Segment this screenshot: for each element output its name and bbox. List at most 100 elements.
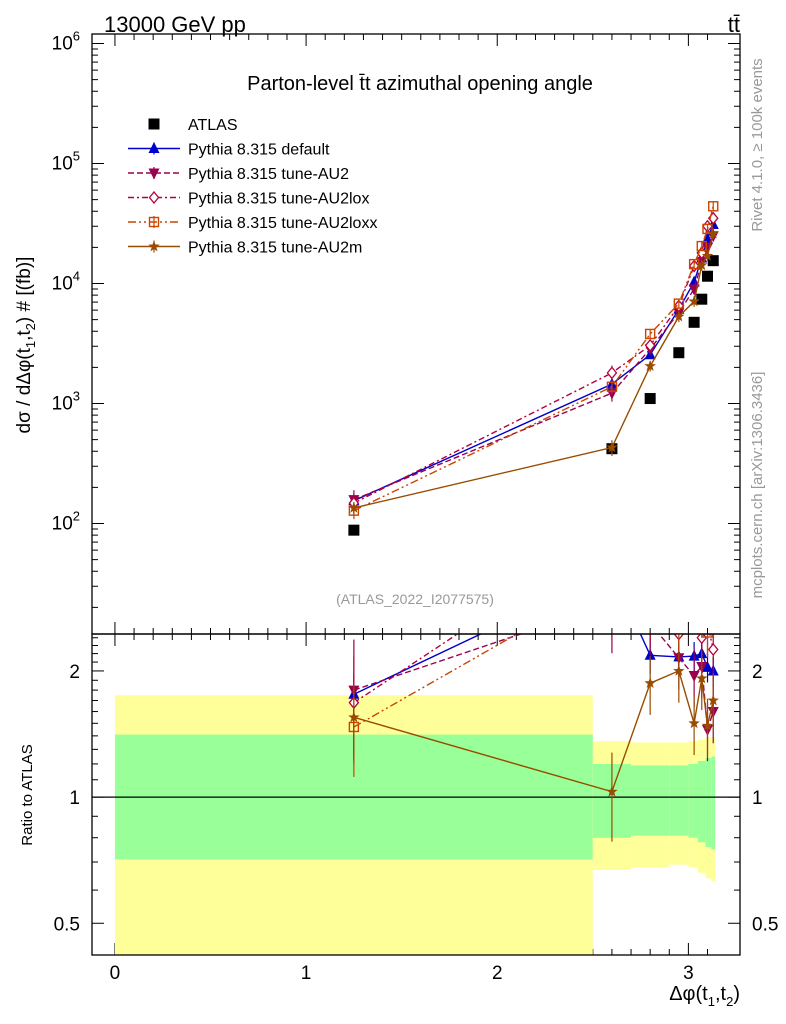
ratio-y-tick-label-right: 2	[752, 662, 763, 683]
mcplots-label: mcplots.cern.ch [arXiv:1306.3436]	[749, 372, 766, 599]
ratio-point-AU2lox	[607, 526, 616, 537]
ratio-point-AU2loxx	[702, 634, 713, 638]
ratio-series	[348, 526, 719, 842]
legend-marker-AU2	[148, 168, 160, 180]
legend-label-AU2m: Pythia 8.315 tune-AU2m	[188, 240, 362, 257]
x-tick-label: 1	[301, 963, 312, 984]
x-tick-label: 3	[683, 963, 694, 984]
point-AU2m	[348, 501, 360, 513]
legend-label-AU2: Pythia 8.315 tune-AU2	[188, 166, 349, 183]
point-AU2m	[688, 295, 700, 307]
ratio-point-AU2loxx	[690, 590, 699, 599]
point-AU2m	[696, 259, 708, 271]
point-ATLAS	[688, 316, 700, 328]
point-AU2lox	[606, 366, 618, 380]
line-AU2m	[353, 233, 714, 509]
x-tick-label: 0	[110, 963, 121, 984]
rivet-version-label: Rivet 4.1.0, ≥ 100k events	[749, 58, 766, 231]
y-tick-label: 104	[52, 269, 80, 295]
ratio-point-AU2loxx	[674, 622, 683, 631]
point-ATLAS	[702, 270, 714, 282]
point-AU2loxx	[702, 223, 713, 235]
legend-label-ATLAS: ATLAS	[188, 117, 238, 134]
ratio-point-AU2loxx	[697, 608, 706, 617]
inner-band-segment	[631, 765, 670, 836]
legend-marker-ATLAS	[148, 118, 160, 130]
ratio-point-AU2lox	[707, 642, 719, 657]
point-AU2loxx	[606, 381, 618, 392]
inner-band-segment	[711, 756, 716, 850]
point-ATLAS	[348, 524, 360, 536]
ratio-point-AU2lox	[690, 595, 699, 606]
ratio-line-AU2m	[353, 669, 714, 793]
axes: 0 1 2 3 102 103 104 105 106 0.5 0.5 1 1 2 2	[52, 29, 779, 984]
ratio-y-axis-label: Ratio to ATLAS	[19, 744, 36, 845]
uncertainty-bands	[114, 695, 716, 955]
point-default	[688, 275, 700, 287]
ratio-point-AU2m	[707, 694, 719, 706]
legend-marker-AU2lox	[148, 190, 160, 205]
line-AU2loxx	[353, 206, 714, 512]
point-ATLAS	[696, 293, 708, 305]
line-default	[353, 224, 714, 502]
point-ATLAS	[707, 255, 719, 267]
ratio-line-AU2lox	[353, 634, 714, 704]
point-AU2loxx	[673, 298, 685, 309]
point-AU2loxx	[696, 240, 707, 252]
ratio-point-AU2loxx	[646, 567, 655, 576]
ratio-point-AU2m	[606, 785, 618, 797]
point-AU2m	[606, 441, 618, 453]
point-AU2lox	[644, 338, 656, 352]
ratio-point-AU2loxx	[709, 602, 718, 611]
point-AU2m	[701, 249, 714, 261]
main-series	[348, 201, 719, 536]
point-AU2loxx	[644, 328, 656, 340]
point-AU2m	[644, 360, 656, 371]
ratio-point-AU2m	[673, 664, 685, 676]
energy-label: 13000 GeV pp	[104, 12, 246, 37]
ratio-point-default	[606, 565, 617, 576]
legend-marker-AU2loxx	[148, 216, 160, 228]
ratio-y-tick-label-right: 0.5	[752, 914, 778, 935]
ratio-y-tick-label-right: 1	[752, 788, 763, 809]
ratio-point-AU2m	[688, 717, 700, 729]
y-tick-label: 106	[52, 29, 80, 55]
ratio-line-AU2	[353, 634, 714, 730]
ratio-point-default	[702, 660, 714, 672]
chart-title: Parton-level t̄t azimuthal opening angle	[247, 73, 593, 95]
ratio-point-AU2lox	[646, 604, 655, 615]
legend-label-default: Pythia 8.315 default	[188, 142, 330, 159]
x-tick-label: 2	[492, 963, 503, 984]
inner-band-segment	[697, 760, 706, 843]
y-tick-label: 102	[52, 509, 80, 535]
main-plot-panel: 0 1 2 3 102 103 104 105 106 0.5 0.5 1 1 2 2	[52, 29, 779, 984]
ratio-y-tick-label: 1	[69, 788, 80, 809]
legend: ATLAS Pythia 8.315 default Pythia 8.315 tu…	[128, 117, 377, 257]
inner-band-segment	[688, 763, 698, 838]
line-AU2	[353, 235, 714, 501]
point-ATLAS	[673, 347, 685, 359]
ratio-point-AU2m	[701, 719, 714, 731]
x-axis-label: Δφ(t1,t2)	[669, 983, 740, 1009]
legend-marker-AU2m	[148, 240, 160, 252]
line-AU2lox	[353, 217, 714, 504]
ratio-y-tick-label: 2	[69, 662, 80, 683]
legend-label-AU2lox: Pythia 8.315 tune-AU2lox	[188, 191, 369, 208]
legend-marker-default	[148, 142, 160, 153]
process-label: tt̄	[728, 12, 740, 37]
ratio-point-AU2loxx	[607, 575, 616, 584]
ratio-frame	[91, 633, 741, 956]
ratio-point-AU2	[606, 599, 617, 610]
point-ATLAS	[644, 393, 656, 405]
ratio-y-tick-label: 0.5	[54, 914, 80, 935]
inner-band-segment	[669, 765, 689, 836]
ratio-point-AU2m	[696, 672, 708, 684]
ratio-point-AU2lox	[696, 634, 708, 645]
y-tick-label: 105	[52, 149, 80, 175]
ratio-point-AU2m	[348, 711, 360, 723]
y-tick-label: 103	[52, 389, 80, 415]
y-axis-label: dσ / dΔφ(t1,t2) # [(fb)]	[14, 257, 38, 434]
ratio-plot-panel	[91, 526, 741, 956]
analysis-id: (ATLAS_2022_I2077575)	[336, 591, 494, 607]
